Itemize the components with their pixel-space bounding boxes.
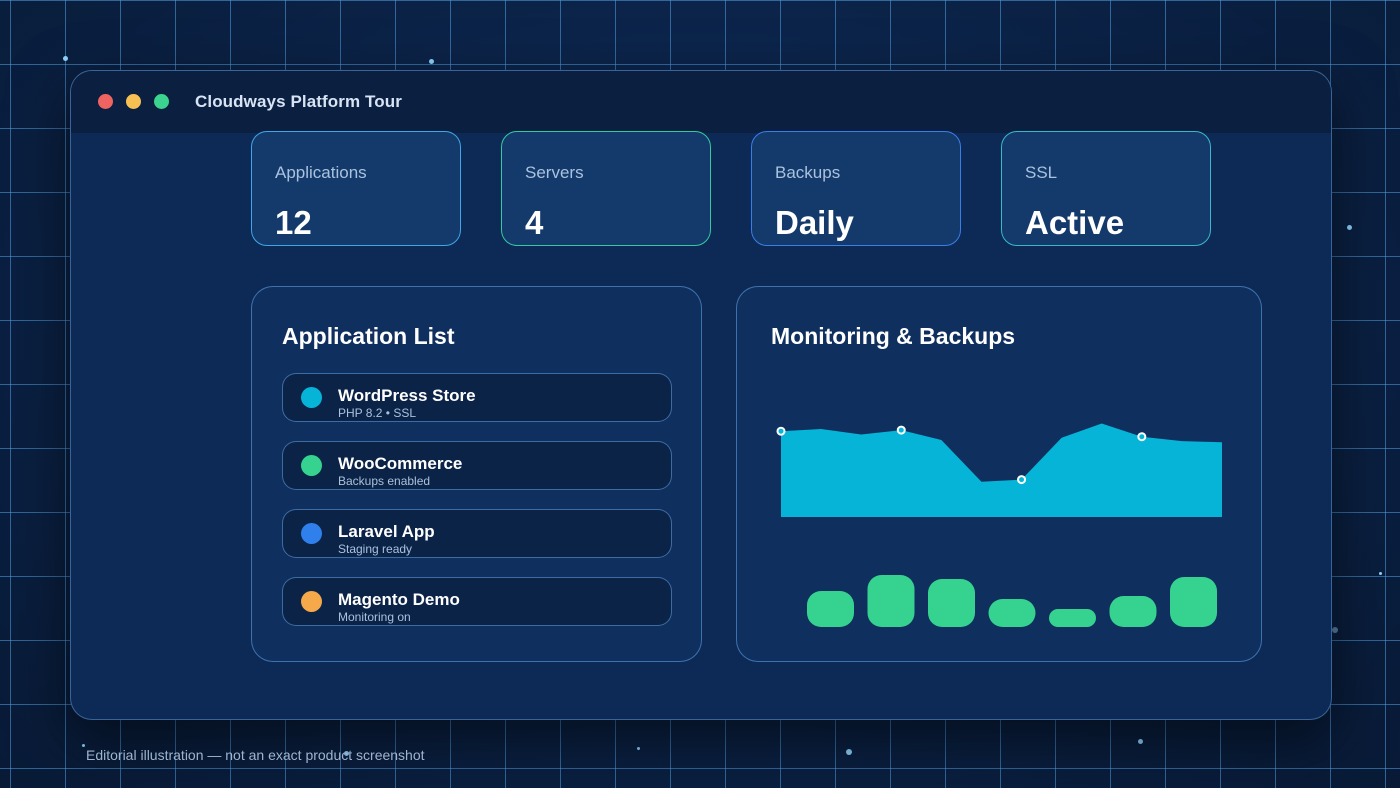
- sparkle-dot: [1379, 572, 1382, 575]
- monitoring-backups-panel: Monitoring & Backups: [736, 286, 1262, 662]
- app-item-laravel-app[interactable]: Laravel App Staging ready: [282, 509, 672, 558]
- status-dot: [301, 455, 322, 476]
- app-item-woocommerce[interactable]: WooCommerce Backups enabled: [282, 441, 672, 490]
- panel-title: Application List: [282, 323, 455, 349]
- sparkle-dot: [1138, 739, 1143, 744]
- status-dot: [301, 591, 322, 612]
- stat-value: 4: [525, 204, 544, 241]
- sparkle-dot: [1332, 627, 1338, 633]
- monitoring-point: [1017, 475, 1027, 485]
- backup-bar: [867, 575, 915, 627]
- app-item-wordpress-store[interactable]: WordPress Store PHP 8.2 • SSL: [282, 373, 672, 422]
- minimize-window-button[interactable]: [126, 94, 141, 109]
- status-dot: [301, 523, 322, 544]
- status-dot: [301, 387, 322, 408]
- app-name: WooCommerce: [338, 454, 463, 473]
- stat-value: Active: [1025, 204, 1125, 241]
- sparkle-dot: [1347, 225, 1352, 230]
- app-item-magento-demo[interactable]: Magento Demo Monitoring on: [282, 577, 672, 626]
- app-subtitle: Backups enabled: [338, 474, 431, 488]
- app-subtitle: Staging ready: [338, 542, 413, 556]
- sparkle-dot: [637, 747, 640, 750]
- sparkle-dot: [82, 744, 85, 747]
- panel-title: Monitoring & Backups: [771, 323, 1016, 349]
- stat-value: Daily: [775, 204, 854, 241]
- application-list-panel: Application List WordPress Store PHP 8.2…: [251, 286, 702, 662]
- backup-bar: [1049, 609, 1096, 627]
- sparkle-dot: [63, 56, 68, 61]
- app-name: Laravel App: [338, 522, 435, 541]
- close-window-button[interactable]: [98, 94, 113, 109]
- app-subtitle: Monitoring on: [338, 610, 411, 624]
- monitoring-point: [1137, 432, 1147, 442]
- sparkle-dot: [846, 749, 852, 755]
- app-window: Cloudways Platform Tour Applications 12 …: [70, 70, 1332, 720]
- monitoring-point: [896, 425, 906, 435]
- backup-bar: [807, 591, 854, 627]
- monitoring-chart: [776, 423, 1222, 627]
- app-name: WordPress Store: [338, 386, 476, 405]
- stat-label: Backups: [775, 163, 841, 182]
- monitoring-area-series: [781, 423, 1222, 517]
- sparkle-dot: [429, 59, 434, 64]
- backup-bar: [988, 599, 1036, 627]
- stat-label: Applications: [275, 163, 367, 182]
- maximize-window-button[interactable]: [154, 94, 169, 109]
- monitoring-point: [776, 426, 786, 436]
- app-name: Magento Demo: [338, 590, 460, 609]
- app-subtitle: PHP 8.2 • SSL: [338, 406, 417, 420]
- illustration-caption: Editorial illustration — not an exact pr…: [86, 747, 425, 763]
- window-titlebar: Cloudways Platform Tour: [71, 71, 1331, 133]
- backup-bar: [1170, 577, 1217, 627]
- backup-bar: [1109, 596, 1157, 627]
- stat-card-applications[interactable]: Applications 12: [251, 131, 461, 246]
- stat-card-servers[interactable]: Servers 4: [501, 131, 711, 246]
- window-title: Cloudways Platform Tour: [195, 92, 402, 111]
- stat-label: Servers: [525, 163, 584, 182]
- stat-label: SSL: [1025, 163, 1058, 182]
- backup-bar: [928, 579, 975, 627]
- stat-card-backups[interactable]: Backups Daily: [751, 131, 961, 246]
- stat-value: 12: [275, 204, 312, 241]
- stat-card-ssl[interactable]: SSL Active: [1001, 131, 1211, 246]
- sparkle-dot: [344, 751, 349, 756]
